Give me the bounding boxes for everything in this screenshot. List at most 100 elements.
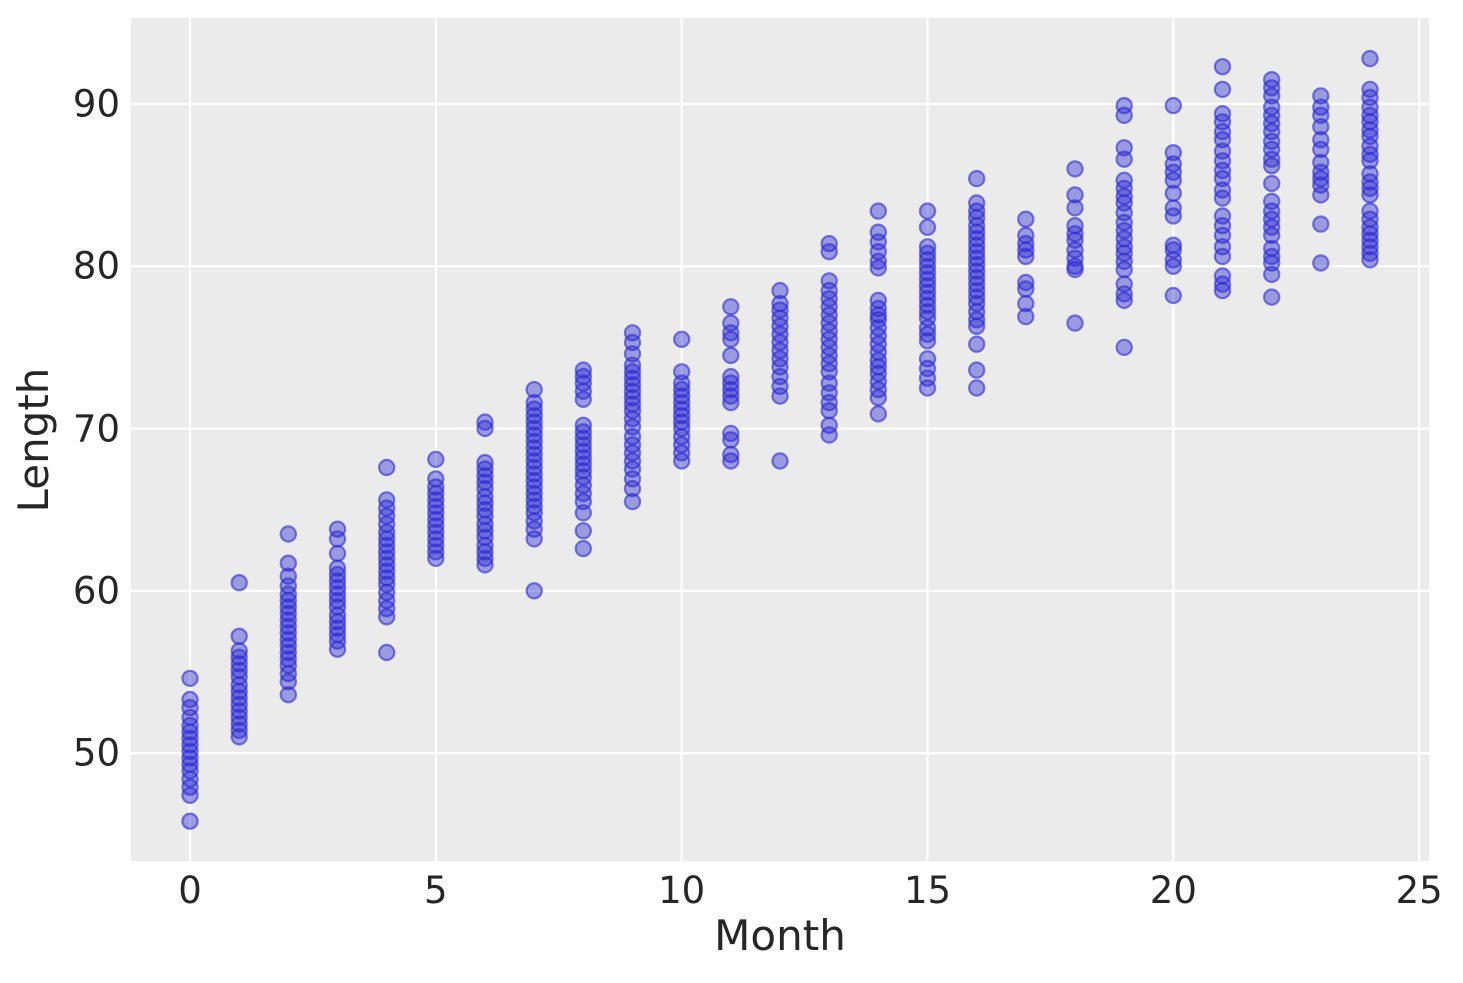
x-tick-label: 25 <box>1395 869 1443 912</box>
data-point <box>1164 96 1183 115</box>
data-point <box>328 544 347 563</box>
data-point <box>623 492 642 511</box>
data-point <box>427 549 445 568</box>
data-point <box>279 591 297 610</box>
data-point <box>722 393 740 412</box>
data-point <box>1066 260 1084 279</box>
data-point <box>918 332 937 350</box>
data-point <box>771 281 789 300</box>
data-point <box>1164 257 1183 275</box>
data-point <box>279 673 297 691</box>
data-point <box>1164 171 1183 189</box>
data-point <box>1115 338 1133 357</box>
data-point <box>1262 265 1281 284</box>
data-point <box>722 452 740 470</box>
data-point <box>476 556 494 574</box>
data-point <box>1017 307 1035 326</box>
data-point <box>623 479 642 498</box>
data-point <box>1066 186 1084 204</box>
data-point <box>525 530 543 548</box>
x-tick-label: 15 <box>903 869 952 912</box>
data-point <box>525 413 543 431</box>
data-point <box>968 361 986 379</box>
data-point <box>1164 184 1183 202</box>
plot-area-background <box>131 18 1429 861</box>
data-point <box>1017 280 1035 298</box>
data-point <box>378 556 396 574</box>
data-point <box>1017 234 1035 253</box>
data-point <box>328 530 347 548</box>
data-point <box>1017 247 1035 266</box>
x-axis-label: Month <box>714 911 846 960</box>
data-point <box>378 458 396 477</box>
data-point <box>427 484 445 503</box>
data-point <box>820 242 838 261</box>
data-point <box>820 402 838 420</box>
data-point <box>869 405 888 423</box>
data-point <box>869 306 888 324</box>
data-point <box>968 256 986 274</box>
data-point <box>1213 57 1232 76</box>
data-point <box>1213 281 1232 300</box>
data-point <box>722 346 740 365</box>
data-point <box>230 642 248 660</box>
data-point <box>771 387 789 405</box>
data-point <box>230 574 248 592</box>
data-point <box>918 244 937 262</box>
x-tick-label: 0 <box>178 869 202 912</box>
data-point <box>1361 49 1379 68</box>
data-point <box>1115 106 1133 125</box>
data-point <box>1312 215 1330 233</box>
data-point <box>1312 163 1330 181</box>
data-point <box>427 450 445 469</box>
data-point <box>1213 247 1232 266</box>
data-point <box>1017 294 1035 313</box>
data-point <box>1262 288 1281 306</box>
data-point <box>574 390 593 408</box>
data-point <box>328 606 347 624</box>
y-tick-label: 50 <box>72 731 120 775</box>
data-point <box>1361 152 1379 170</box>
data-point <box>722 298 740 316</box>
data-point <box>1115 291 1133 310</box>
data-point <box>378 643 396 662</box>
y-tick-label: 70 <box>72 407 120 451</box>
data-point <box>673 452 691 470</box>
data-point <box>1312 186 1330 204</box>
y-axis-label: Length <box>9 367 58 513</box>
data-point <box>1115 150 1133 168</box>
data-point <box>279 525 297 543</box>
x-tick-label: 5 <box>424 869 448 912</box>
data-point <box>1262 156 1281 175</box>
data-point <box>328 640 347 658</box>
y-tick-label: 90 <box>72 82 120 126</box>
data-point <box>968 317 986 335</box>
x-tick-label: 10 <box>658 869 706 912</box>
data-point <box>771 452 789 470</box>
data-point <box>1066 160 1084 178</box>
x-tick-label: 20 <box>1149 869 1197 912</box>
data-point <box>918 202 937 220</box>
data-point <box>1066 314 1084 332</box>
data-point <box>1361 251 1379 269</box>
data-point <box>574 522 593 540</box>
data-point <box>673 330 691 348</box>
data-point <box>820 426 838 444</box>
data-point <box>574 449 593 467</box>
data-point <box>574 504 593 522</box>
data-point <box>525 380 543 399</box>
data-point <box>869 259 888 277</box>
data-point <box>1213 80 1232 99</box>
data-point <box>378 608 396 626</box>
data-point <box>1213 189 1232 207</box>
data-point <box>869 389 888 407</box>
data-point <box>968 379 986 397</box>
data-point <box>722 330 740 348</box>
data-point <box>869 202 888 220</box>
data-point <box>476 413 494 431</box>
data-point <box>181 749 199 767</box>
data-point <box>1312 254 1330 272</box>
data-point <box>918 270 937 288</box>
